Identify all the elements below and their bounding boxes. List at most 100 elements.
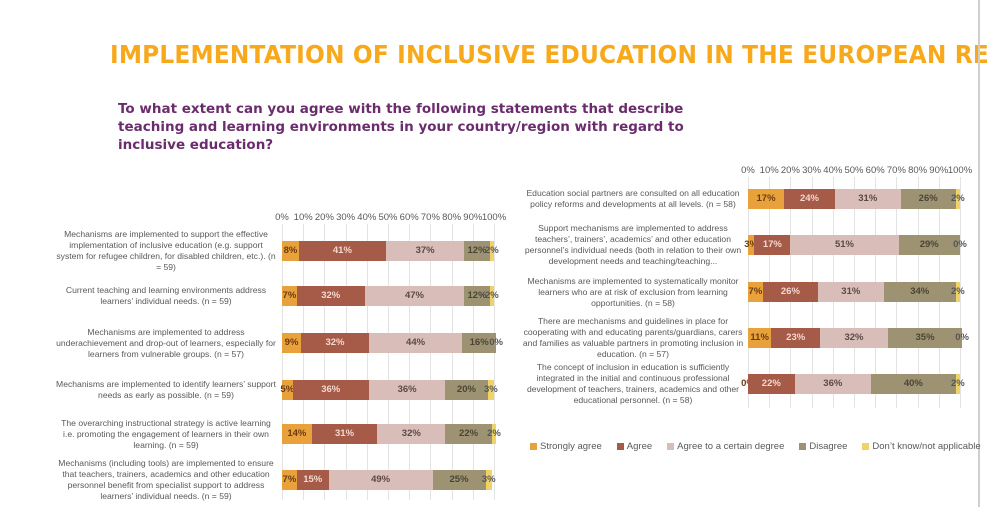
x-tick-label: 80% (908, 165, 928, 176)
data-label: 36% (321, 384, 341, 395)
gridline (430, 224, 432, 500)
bar-segment (485, 470, 492, 490)
bar-segment (377, 424, 446, 444)
bar-segment (311, 424, 378, 444)
x-tick-label: 30% (802, 165, 822, 176)
bar-segment (771, 328, 821, 348)
data-label: 2% (951, 193, 965, 204)
bar-segment (464, 286, 490, 306)
data-label: 2% (951, 286, 965, 297)
data-label: 32% (321, 290, 341, 301)
data-label: 12% (467, 290, 487, 301)
data-label: 20% (456, 384, 476, 395)
x-tick-label: 40% (823, 165, 843, 176)
data-label: 0% (955, 332, 969, 343)
data-label: 14% (287, 428, 307, 439)
bar-segment (368, 333, 463, 353)
legend-item: Don’t know/not applicable (862, 441, 981, 452)
data-label: 36% (823, 378, 843, 389)
bar-segment (296, 286, 365, 306)
bar-segment (298, 241, 386, 261)
window-edge (978, 0, 980, 507)
bar-segment (464, 241, 490, 261)
data-label: 31% (335, 428, 355, 439)
x-tick-label: 70% (420, 212, 440, 223)
data-label: 34% (910, 286, 930, 297)
data-label: 17% (762, 239, 782, 250)
category-label: The concept of inclusion in education is… (526, 362, 740, 405)
data-label: 2% (485, 245, 499, 256)
data-label: 41% (332, 245, 352, 256)
x-tick-label: 30% (336, 212, 356, 223)
survey-question: To what extent can you agree with the fo… (118, 101, 684, 153)
x-tick-label: 20% (780, 165, 800, 176)
legend-swatch (799, 443, 807, 450)
data-label: 12% (467, 245, 487, 256)
bar-segment (282, 380, 293, 400)
bar-segment (385, 241, 465, 261)
bar-segment (292, 380, 369, 400)
bar-segment (301, 333, 369, 353)
bar-segment (887, 328, 963, 348)
data-label: 44% (406, 337, 426, 348)
x-tick-label: 70% (886, 165, 906, 176)
category-label: There are mechanisms and guidelines in p… (522, 316, 744, 359)
data-label: 0% (489, 337, 503, 348)
gridline (472, 224, 474, 500)
category-label: Mechanisms are implemented to identify l… (56, 379, 276, 400)
x-tick-label: 100% (481, 212, 507, 223)
bar-segment (491, 424, 497, 444)
data-label: 36% (397, 384, 417, 395)
bar-segment (282, 286, 297, 306)
legend-item: Strongly agree (530, 441, 602, 452)
data-label: 35% (915, 332, 935, 343)
x-tick-label: 20% (314, 212, 334, 223)
bar-segment (489, 286, 494, 306)
slide-title: IMPLEMENTATION OF INCLUSIVE EDUCATION IN… (110, 40, 988, 69)
data-label: 32% (325, 337, 345, 348)
legend-label: Strongly agree (540, 441, 602, 452)
bar-segment (784, 189, 835, 209)
data-label: 26% (918, 193, 938, 204)
legend-swatch (616, 443, 624, 450)
data-label: 29% (919, 239, 939, 250)
bar-segment (820, 328, 888, 348)
data-label: 7% (282, 474, 297, 485)
x-tick-label: 40% (357, 212, 377, 223)
x-tick-label: 60% (399, 212, 419, 223)
gridline (282, 224, 283, 500)
bar-segment (282, 424, 312, 444)
gridline (366, 224, 368, 500)
data-label: 47% (404, 290, 425, 301)
x-tick-label: 50% (378, 212, 398, 223)
data-label: 32% (401, 428, 421, 439)
gridline (960, 177, 961, 408)
x-tick-label: 0% (275, 212, 289, 223)
category-label: Mechanisms are implemented to systematic… (527, 275, 739, 308)
data-label: 3% (483, 384, 498, 395)
chart-legend: Strongly agree Agree Agree to a certain de… (530, 441, 981, 452)
bar-segment (282, 333, 302, 353)
data-label: 3% (744, 239, 759, 250)
bar-segment (955, 189, 960, 209)
category-label: Current teaching and learning environmen… (65, 285, 267, 306)
bar-segment (794, 374, 871, 394)
data-label: 2% (487, 428, 501, 439)
data-label: 5% (280, 384, 295, 395)
category-label: Mechanisms are implemented to support th… (56, 229, 276, 272)
bar-segment (445, 380, 488, 400)
bar-segment (754, 235, 791, 255)
bar-segment (296, 470, 329, 490)
x-tick-label: 10% (293, 212, 313, 223)
gridline (494, 224, 495, 500)
bar-segment (870, 374, 956, 394)
bar-segment (955, 282, 960, 302)
category-label: Education social partners are consulted … (526, 188, 740, 209)
data-label: 32% (844, 332, 864, 343)
gridline (324, 224, 326, 500)
data-label: 22% (761, 378, 781, 389)
bar-segment (790, 235, 899, 255)
legend-label: Disagree (809, 441, 848, 452)
x-tick-label: 100% (947, 165, 973, 176)
